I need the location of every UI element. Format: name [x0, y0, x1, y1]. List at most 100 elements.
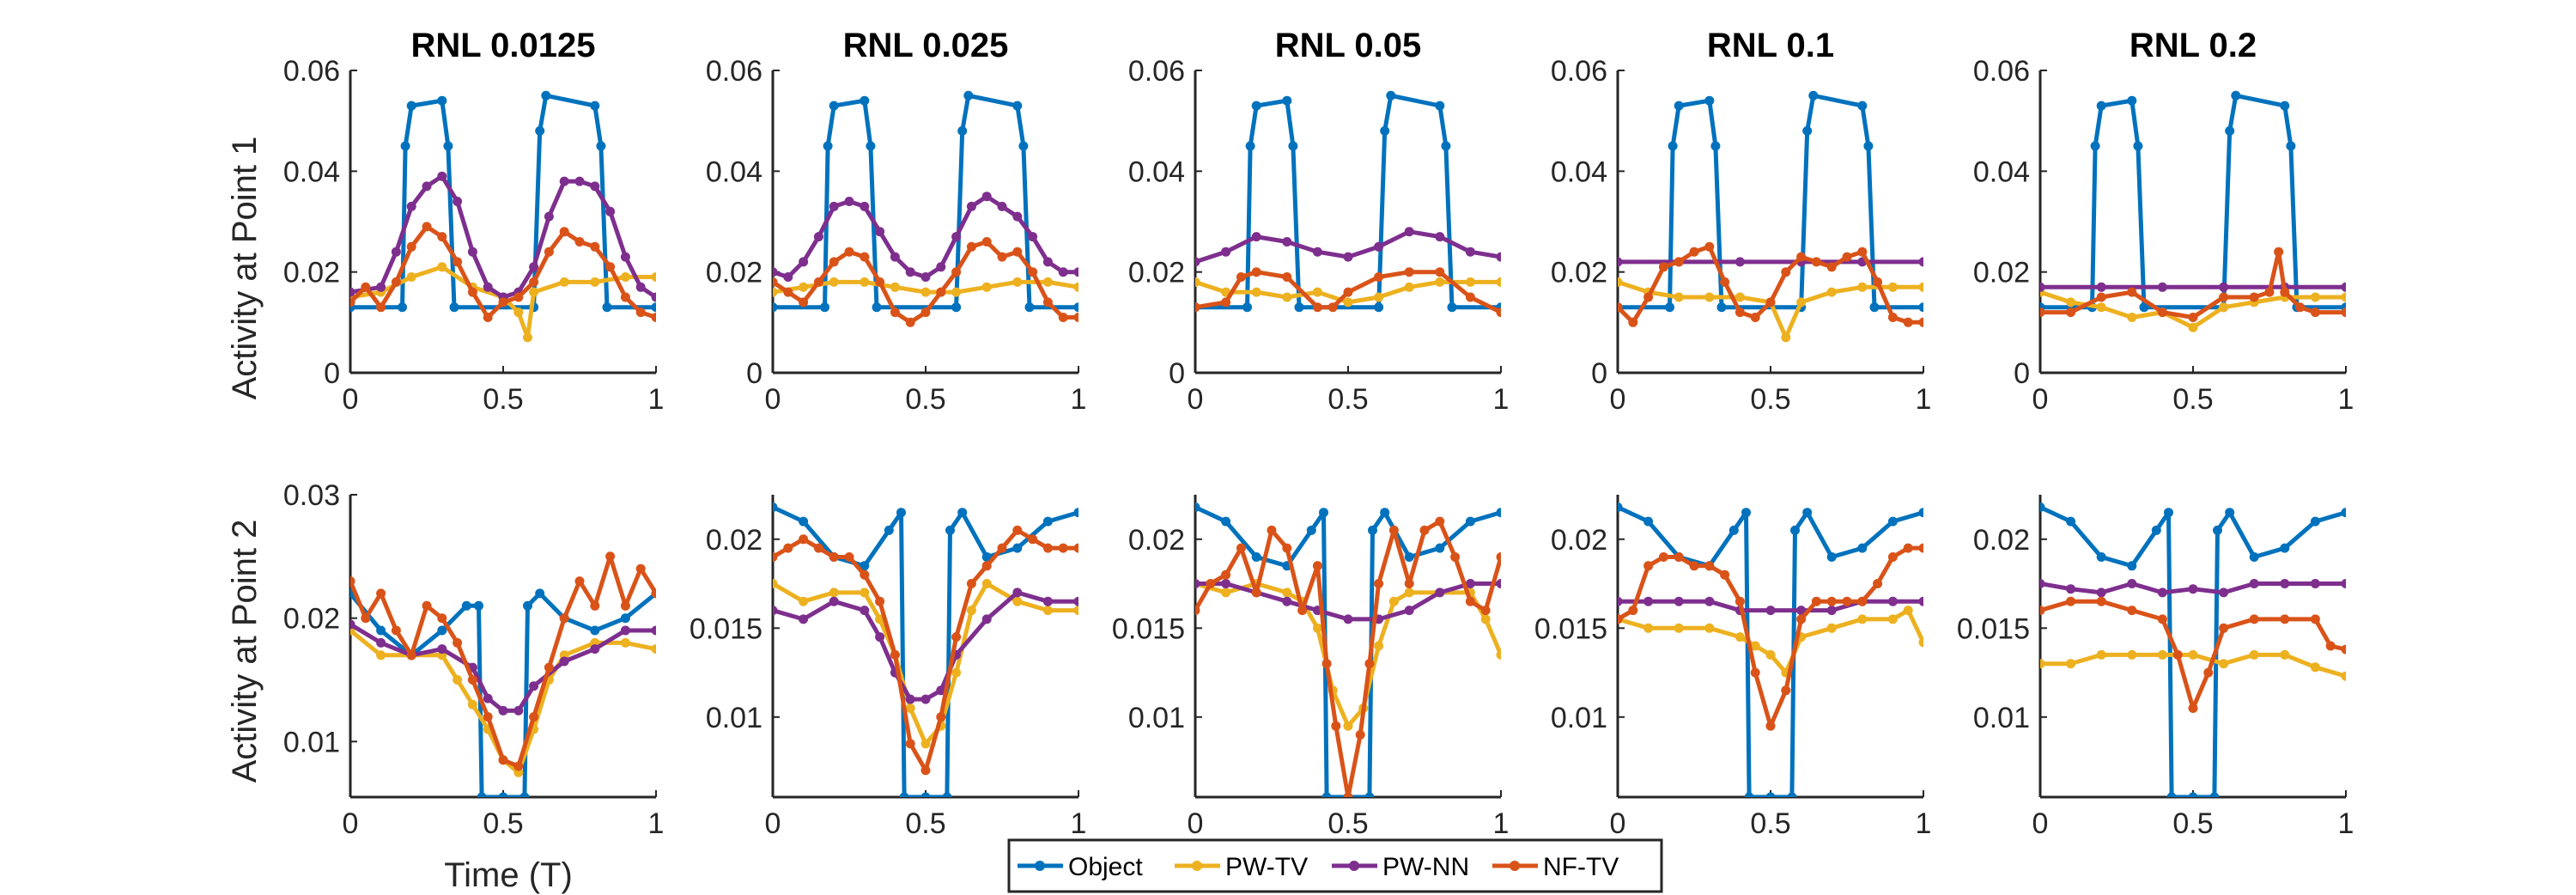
point-object-r2c1-5 [474, 600, 483, 611]
point-pw-nn-r1c2-3 [813, 232, 823, 242]
series-pw-nn-r1c5 [2040, 282, 2346, 292]
point-nf-tv-r1c4-11 [1781, 267, 1791, 277]
point-nf-tv-r2c2-5 [844, 552, 854, 562]
point-nf-tv-r1c4-20 [1918, 317, 1923, 327]
ytick-label-r2c2-0: 0.01 [706, 702, 762, 734]
point-object-r2c1-7 [498, 792, 508, 797]
plot-area-r2c3 [1195, 502, 1501, 797]
point-object-r1c2-4 [860, 95, 870, 106]
point-nf-tv-r2c4-3 [1658, 552, 1668, 562]
point-object-r1c2-5 [866, 141, 876, 151]
point-object-r1c2-1 [820, 302, 829, 313]
point-object-r2c4-10 [1802, 508, 1813, 518]
point-object-r2c2-7 [920, 792, 931, 797]
series-nf-tv-r2c3 [1195, 516, 1501, 797]
point-object-r1c5-2 [2090, 141, 2100, 151]
xtick-label-r2c5-0: 0 [2032, 807, 2049, 840]
point-object-r2c2-12 [1012, 543, 1023, 553]
point-object-r2c4-11 [1826, 552, 1837, 562]
point-nf-tv-r1c3-12 [1496, 307, 1501, 318]
point-pw-nn-r2c5-0 [2040, 579, 2045, 588]
point-object-r2c5-14 [2341, 508, 2346, 518]
series-object-r1c2 [773, 90, 1078, 313]
point-object-r2c4-1 [1643, 516, 1654, 527]
series-object-r2c2 [773, 502, 1078, 797]
point-pw-nn-r2c5-5 [2188, 584, 2198, 594]
ytick-label-r2c4-2: 0.02 [1551, 524, 1607, 557]
ytick-label-r2c3-0: 0.01 [1128, 702, 1185, 734]
series-pw-nn-r1c2 [773, 192, 1078, 282]
point-object-r1c1-4 [437, 95, 447, 106]
point-pw-tv-r1c3-8 [1435, 277, 1445, 287]
point-pw-nn-r2c5-1 [2066, 584, 2076, 594]
point-object-r1c3-10 [1435, 100, 1445, 111]
point-object-r2c3-11 [1404, 552, 1414, 562]
xtick-label-r2c1-2: 1 [648, 807, 665, 840]
ytick-label-r1c1-2: 0.04 [283, 155, 340, 188]
point-nf-tv-r2c1-4 [406, 650, 416, 661]
point-object-r2c2-1 [799, 516, 809, 527]
xtick-label-r2c3-1: 0.5 [1327, 807, 1368, 840]
point-nf-tv-r2c4-4 [1674, 552, 1684, 562]
point-object-r1c4-1 [1665, 302, 1674, 313]
point-pw-nn-r1c1-17 [620, 252, 630, 262]
point-pw-tv-r2c4-9 [1826, 623, 1837, 633]
point-nf-tv-r1c1-10 [498, 297, 508, 307]
series-line-object-r1c5 [2040, 93, 2346, 310]
xtick-label-r2c5-1: 0.5 [2172, 807, 2213, 840]
point-pw-tv-r1c4-2 [1674, 292, 1684, 302]
point-nf-tv-r2c3-19 [1450, 552, 1461, 562]
point-nf-tv-r2c4-2 [1643, 561, 1654, 571]
point-nf-tv-r1c1-5 [422, 222, 432, 232]
series-pw-tv-r1c2 [773, 277, 1078, 297]
point-pw-nn-r1c4-5 [1918, 257, 1923, 267]
point-nf-tv-r2c4-20 [1918, 543, 1923, 553]
point-nf-tv-r2c4-9 [1750, 667, 1760, 678]
point-pw-nn-r2c1-7 [513, 705, 524, 715]
plot-area-r2c4 [1618, 502, 1923, 797]
point-nf-tv-r2c4-5 [1689, 561, 1699, 571]
point-pw-nn-r1c2-18 [1042, 257, 1053, 267]
point-nf-tv-r1c4-3 [1658, 262, 1668, 272]
point-nf-tv-r2c4-7 [1720, 569, 1730, 580]
point-object-r1c2-10 [1012, 100, 1023, 111]
point-nf-tv-r2c1-2 [376, 588, 386, 599]
point-nf-tv-r2c5-6 [2188, 703, 2198, 713]
point-nf-tv-r1c3-5 [1312, 302, 1322, 313]
point-object-r2c1-13 [620, 613, 630, 624]
point-object-r2c1-1 [376, 625, 386, 636]
xtick-label-r1c3-0: 0 [1188, 383, 1204, 416]
point-nf-tv-r2c2-11 [936, 712, 946, 722]
legend-label-pw-tv: PW-TV [1225, 853, 1308, 881]
point-object-r2c5-11 [2249, 552, 2259, 562]
point-pw-nn-r1c1-16 [605, 206, 616, 216]
series-line-object-r1c2 [773, 93, 1078, 310]
series-pw-tv-r2c4 [1618, 606, 1923, 678]
point-nf-tv-r2c3-14 [1374, 579, 1384, 588]
point-nf-tv-r2c2-9 [905, 739, 915, 749]
point-pw-nn-r1c1-5 [437, 171, 447, 181]
point-pw-nn-r2c3-3 [1282, 596, 1292, 606]
legend-marker-nf-tv [1510, 861, 1520, 871]
point-pw-tv-r2c5-3 [2127, 649, 2137, 660]
xtick-label-r1c4-0: 0 [1610, 383, 1626, 416]
point-nf-tv-r2c1-11 [513, 761, 524, 771]
point-nf-tv-r1c2-17 [1028, 267, 1038, 277]
point-object-r2c2-13 [1042, 516, 1053, 527]
point-nf-tv-r2c3-8 [1312, 561, 1322, 571]
point-object-r2c5-13 [2310, 516, 2320, 527]
point-pw-tv-r1c4-8 [1826, 287, 1837, 297]
point-nf-tv-r1c2-2 [799, 297, 809, 307]
point-object-r2c5-3 [2127, 561, 2137, 571]
point-pw-nn-r1c1-3 [406, 201, 416, 211]
ytick-label-r2c5-1: 0.015 [1957, 612, 2030, 645]
point-pw-tv-r2c1-4 [453, 675, 463, 685]
point-pw-nn-r1c1-7 [467, 247, 477, 257]
point-pw-tv-r1c2-6 [951, 287, 962, 297]
point-pw-nn-r1c2-16 [1012, 211, 1023, 222]
point-object-r1c1-9 [541, 90, 551, 100]
point-pw-nn-r1c1-0 [350, 287, 355, 297]
point-pw-nn-r2c2-1 [799, 614, 809, 624]
point-nf-tv-r1c2-10 [920, 307, 931, 318]
point-nf-tv-r2c3-15 [1388, 525, 1399, 535]
